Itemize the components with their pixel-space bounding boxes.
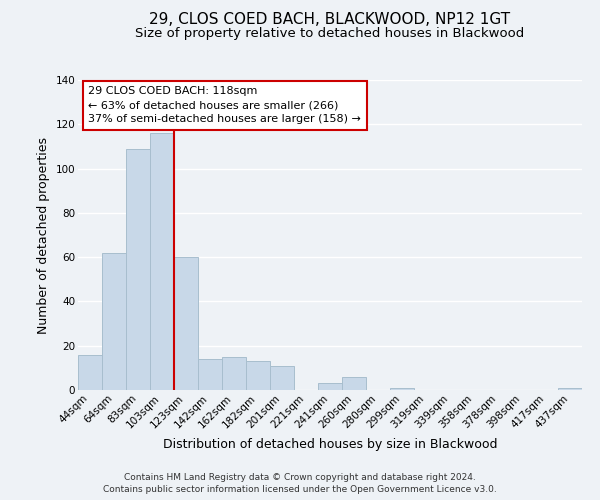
Bar xyxy=(390,388,414,390)
Bar xyxy=(126,148,150,390)
Bar xyxy=(342,376,366,390)
Bar xyxy=(558,388,582,390)
X-axis label: Distribution of detached houses by size in Blackwood: Distribution of detached houses by size … xyxy=(163,438,497,451)
Bar xyxy=(150,133,174,390)
Y-axis label: Number of detached properties: Number of detached properties xyxy=(37,136,50,334)
Bar xyxy=(270,366,294,390)
Bar xyxy=(102,252,126,390)
Bar xyxy=(246,361,270,390)
Text: Contains HM Land Registry data © Crown copyright and database right 2024.: Contains HM Land Registry data © Crown c… xyxy=(124,473,476,482)
Text: 29 CLOS COED BACH: 118sqm
← 63% of detached houses are smaller (266)
37% of semi: 29 CLOS COED BACH: 118sqm ← 63% of detac… xyxy=(88,86,361,124)
Bar xyxy=(78,354,102,390)
Bar xyxy=(222,357,246,390)
Bar xyxy=(174,257,198,390)
Text: 29, CLOS COED BACH, BLACKWOOD, NP12 1GT: 29, CLOS COED BACH, BLACKWOOD, NP12 1GT xyxy=(149,12,511,28)
Text: Size of property relative to detached houses in Blackwood: Size of property relative to detached ho… xyxy=(136,28,524,40)
Text: Contains public sector information licensed under the Open Government Licence v3: Contains public sector information licen… xyxy=(103,484,497,494)
Bar xyxy=(198,359,222,390)
Bar xyxy=(318,384,342,390)
